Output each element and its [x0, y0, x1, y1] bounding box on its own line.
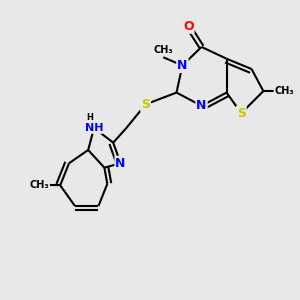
Text: O: O — [183, 20, 194, 33]
Text: NH: NH — [85, 123, 103, 133]
Text: CH₃: CH₃ — [153, 45, 173, 55]
Text: N: N — [116, 157, 126, 170]
Text: N: N — [177, 59, 188, 72]
Text: CH₃: CH₃ — [30, 180, 50, 190]
Text: N: N — [196, 99, 207, 112]
Text: CH₃: CH₃ — [274, 86, 294, 96]
Text: S: S — [237, 107, 246, 120]
Text: H: H — [86, 113, 93, 122]
Text: S: S — [141, 98, 150, 111]
